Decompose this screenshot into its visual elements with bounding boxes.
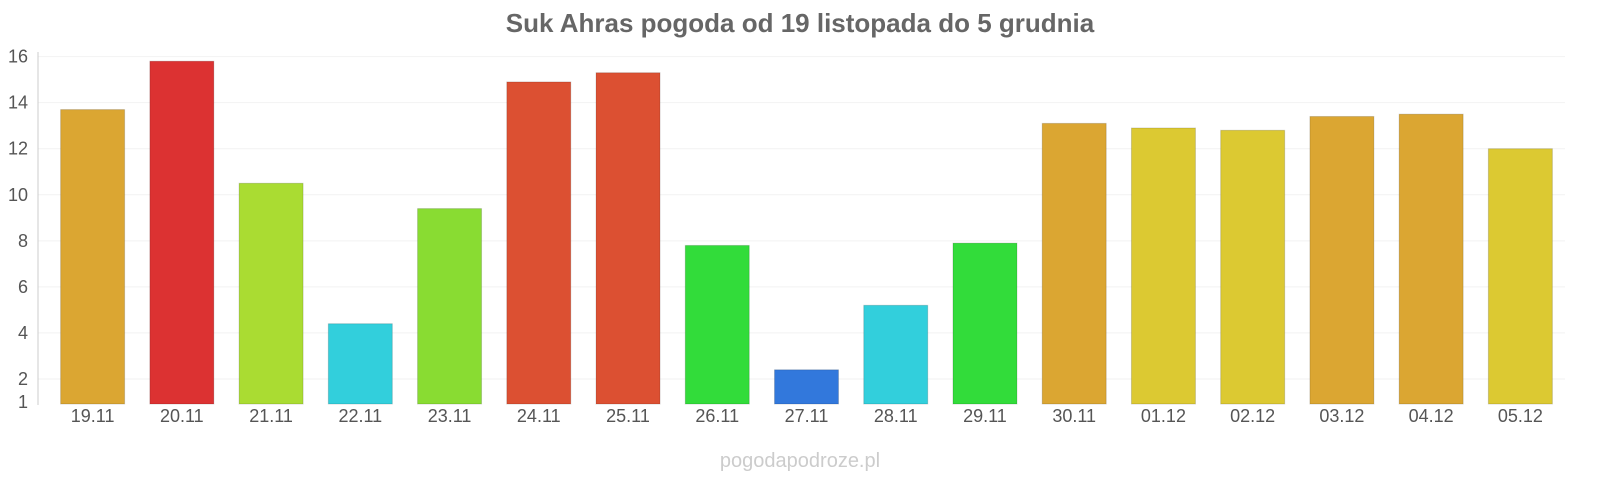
bar: [327, 323, 393, 405]
x-tick-label: 05.12: [1498, 406, 1543, 426]
bar: [1398, 113, 1464, 405]
bar: [952, 242, 1018, 405]
y-tick-label: 4: [18, 323, 28, 343]
watermark: pogodapodroze.pl: [719, 450, 881, 472]
x-tick-label: 19.11: [71, 406, 115, 426]
bar: [595, 72, 661, 405]
x-tick-label: 21.11: [249, 406, 293, 426]
x-tick-label: 01.12: [1141, 406, 1186, 426]
bar: [1041, 122, 1107, 405]
y-tick-label: 10: [8, 185, 28, 205]
x-tick-label: 29.11: [963, 406, 1007, 426]
x-tick-label: 22.11: [338, 406, 382, 426]
x-tick-label: 02.12: [1230, 406, 1275, 426]
x-tick-labels: 19.11 20.11 21.11 22.11 23.11 24.11 25.11 26.11…: [71, 406, 1543, 426]
x-tick-label: 23.11: [428, 406, 472, 426]
x-tick-label: 28.11: [874, 406, 918, 426]
y-tick-label: 8: [18, 231, 28, 251]
bar: [238, 182, 304, 405]
x-tick-label: 26.11: [695, 406, 739, 426]
chart-title: Suk Ahras pogoda od 19 listopada do 5 gr…: [505, 8, 1095, 38]
x-tick-label: 30.11: [1052, 406, 1096, 426]
bar: [149, 60, 215, 405]
bar: [1487, 148, 1553, 405]
bar: [1130, 127, 1196, 405]
bar: [60, 109, 126, 405]
x-tick-label: 03.12: [1319, 406, 1364, 426]
bar: [1220, 129, 1286, 405]
bars: [60, 60, 1553, 405]
y-tick-label: 1: [18, 392, 28, 412]
x-tick-label: 04.12: [1409, 406, 1454, 426]
x-tick-label: 20.11: [160, 406, 204, 426]
x-tick-label: 24.11: [517, 406, 561, 426]
y-tick-label: 6: [18, 277, 28, 297]
bar: [774, 369, 839, 405]
y-tick-label: 16: [8, 47, 28, 67]
y-tick-label: 2: [18, 369, 28, 389]
bar: [417, 208, 483, 405]
bar: [863, 304, 929, 405]
y-tick-label: 12: [8, 139, 28, 159]
x-tick-label: 25.11: [606, 406, 650, 426]
x-tick-label: 27.11: [785, 406, 829, 426]
bar: [1309, 115, 1375, 405]
bar: [684, 244, 750, 405]
y-tick-label: 14: [8, 93, 28, 113]
bar: [506, 81, 572, 405]
